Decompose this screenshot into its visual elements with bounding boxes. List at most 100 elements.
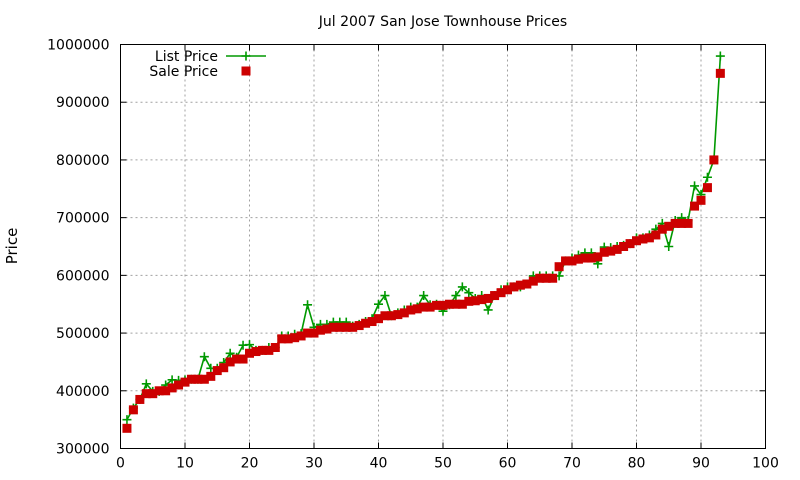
sale-price-point — [277, 334, 287, 344]
axis-ticks: 0 10 20 30 40 50 60 70 80 90 100 300000 400000 500000… — [47, 38, 779, 472]
sale-price-point — [174, 380, 184, 390]
sale-price-point — [238, 354, 248, 364]
sale-price-point — [245, 348, 254, 358]
sale-price-point — [206, 371, 216, 381]
x-tick-label: 0 — [116, 456, 125, 472]
sale-price-point — [490, 291, 500, 301]
sale-price-point — [251, 347, 261, 357]
list-price-point — [702, 172, 712, 182]
sale-price-point — [257, 345, 267, 355]
sale-price-point — [412, 304, 422, 314]
sale-price-point — [322, 324, 332, 334]
sale-price-point — [219, 363, 229, 373]
sale-price-point — [309, 328, 319, 338]
legend-label-list-price: List Price — [155, 49, 218, 65]
sale-price-point — [374, 314, 383, 324]
sale-price-point — [457, 299, 467, 309]
sale-price-point — [193, 374, 203, 384]
list-price-point — [380, 291, 390, 301]
sale-price-point — [677, 218, 687, 228]
legend-sample-list-price — [226, 51, 266, 61]
sale-price-point — [135, 394, 145, 404]
sale-price-point — [438, 300, 448, 310]
sale-price-point — [399, 308, 409, 318]
sale-price-point — [354, 321, 364, 331]
sale-price-point — [586, 253, 596, 263]
sale-price-point — [535, 273, 545, 283]
sale-price-point — [335, 322, 345, 332]
sale-price-point — [296, 331, 306, 341]
sale-price-point — [406, 305, 416, 315]
sale-price-point — [141, 389, 151, 399]
list-price-point — [451, 291, 461, 301]
sale-price-point — [477, 295, 487, 305]
grid — [120, 44, 766, 449]
sale-price-point — [651, 230, 661, 240]
sale-price-point — [670, 218, 680, 228]
sale-price-point — [715, 68, 725, 78]
y-tick-label: 1000000 — [47, 38, 109, 54]
sale-price-point — [696, 195, 706, 205]
sale-price-point — [709, 155, 719, 165]
y-tick-label: 600000 — [56, 268, 109, 284]
sale-price-point — [483, 293, 493, 303]
sale-price-point — [612, 244, 622, 254]
sale-price-point — [464, 296, 474, 306]
list-price-point — [225, 348, 235, 358]
sale-price-point — [567, 256, 577, 266]
sale-price-point — [593, 252, 603, 262]
sale-price-point — [225, 357, 235, 367]
sale-price-point — [522, 279, 532, 289]
sale-price-point — [348, 322, 358, 332]
x-tick-label: 100 — [752, 456, 779, 472]
sale-price-point — [167, 383, 177, 393]
sale-price-point — [264, 345, 274, 355]
x-tick-label: 50 — [434, 456, 452, 472]
sale-price-point — [619, 242, 629, 251]
plot-frame — [120, 44, 766, 449]
list-price-point — [199, 352, 209, 362]
sale-price-point — [425, 302, 435, 312]
x-tick-label: 70 — [563, 456, 581, 472]
sale-price-point — [548, 273, 558, 283]
sale-price-point — [148, 389, 158, 399]
sale-price-point — [515, 280, 525, 290]
sale-price-point — [328, 322, 338, 332]
list-price-line — [126, 55, 722, 420]
sale-price-point — [561, 256, 571, 266]
sale-price-point — [683, 218, 693, 228]
sale-price-point — [580, 253, 590, 263]
sale-price-point — [303, 328, 313, 338]
sale-price-point — [657, 224, 667, 234]
y-tick-label: 400000 — [56, 384, 109, 400]
sale-price-point — [664, 221, 674, 231]
list-price-point — [664, 242, 674, 251]
sale-price-point — [451, 299, 461, 309]
sale-price-point — [599, 247, 609, 257]
y-tick-label: 300000 — [56, 442, 109, 458]
x-tick-label: 80 — [628, 456, 646, 472]
list-price-point — [303, 300, 313, 310]
y-axis-label: Price — [3, 228, 21, 265]
sale-price-point — [432, 300, 442, 310]
sale-price-point — [496, 288, 506, 298]
sale-price-point — [632, 236, 641, 246]
sale-price-point — [180, 377, 190, 387]
list-price-point — [464, 288, 474, 298]
sale-price-point — [161, 386, 171, 396]
sale-price-point — [270, 343, 280, 352]
sale-price-point — [361, 318, 371, 328]
list-price-point — [122, 415, 132, 425]
x-tick-label: 20 — [241, 456, 259, 472]
sale-price-point — [199, 374, 209, 384]
x-tick-label: 10 — [176, 456, 194, 472]
sale-price-point — [503, 285, 512, 295]
y-tick-label: 800000 — [56, 153, 109, 169]
sale-price-point — [528, 276, 538, 286]
sale-price-point — [444, 299, 454, 309]
list-price-point — [483, 305, 493, 315]
list-price-point — [690, 181, 700, 191]
sale-price-point — [702, 183, 712, 193]
sale-price-point — [212, 366, 222, 376]
sale-price-point — [644, 233, 654, 243]
